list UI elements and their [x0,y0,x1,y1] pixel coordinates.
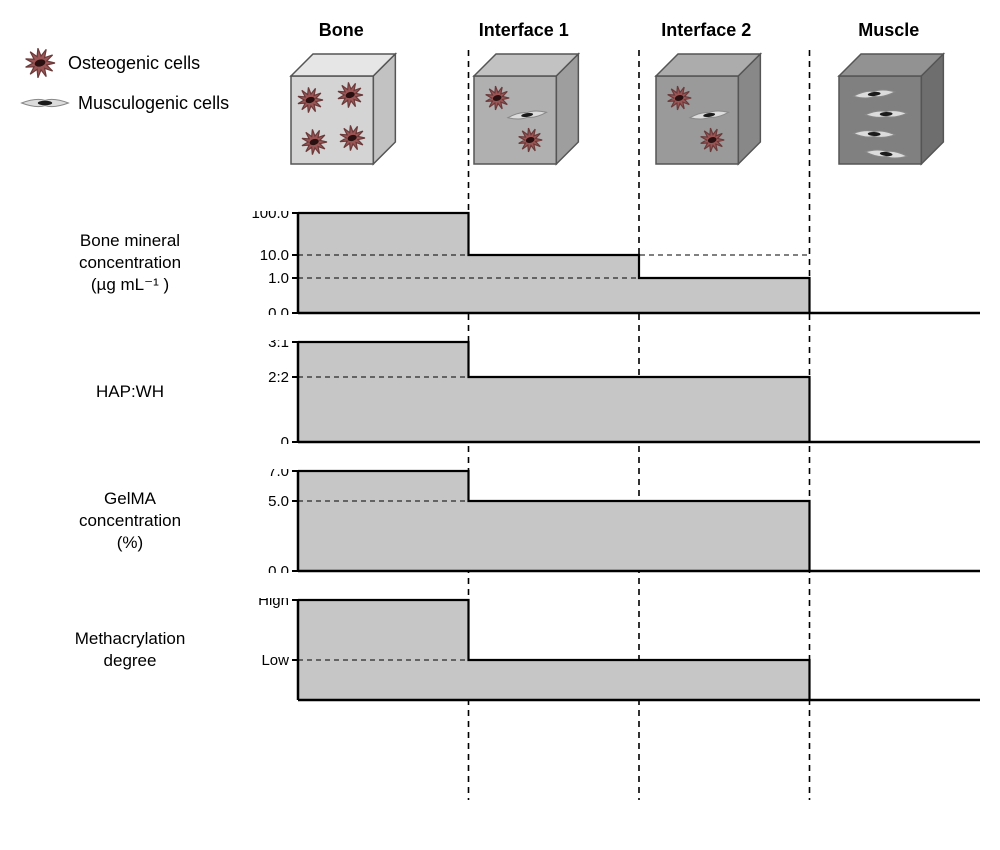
cube-column: Bone [250,20,433,201]
musculogenic-icon [20,91,70,115]
figure-container: Osteogenic cells Musculogenic cells Bone… [20,20,980,702]
chart-body: 100.0 10.0 1.0 0.0 [250,211,980,315]
chart-label: Bone mineralconcentration(µg mL⁻¹ ) [20,230,250,296]
cubes-area: BoneInterface 1Interface 2Muscle [250,20,980,201]
ytick-label: 0.0 [268,305,289,315]
cube-title: Interface 2 [615,20,798,41]
chart-row-bone-mineral: Bone mineralconcentration(µg mL⁻¹ )100.0… [20,211,980,315]
cube-column: Interface 1 [433,20,616,201]
chart-row-gelma: GelMAconcentration(%) 7.0 5.0 0.0 [20,469,980,573]
ytick-label: 1.0 [268,270,289,287]
cube-column: Muscle [798,20,981,201]
ytick-label: 7.0 [268,469,289,480]
cube-title: Interface 1 [433,20,616,41]
legend-label-musculogenic: Musculogenic cells [78,93,229,114]
cube-column: Interface 2 [615,20,798,201]
legend-item-osteogenic: Osteogenic cells [20,45,250,81]
ytick-label: 5.0 [268,493,289,510]
chart-body: High Low [250,598,980,702]
ytick-label: 3:1 [268,340,289,351]
ytick-label: 100.0 [251,211,289,222]
cube-icon [621,46,791,196]
ytick-label: High [258,598,289,609]
osteogenic-icon [20,45,60,81]
cube-icon [804,46,974,196]
chart-label: HAP:WH [20,381,250,403]
step-chart: 3:1 2:2 0 [250,340,980,444]
ytick-label: 2:2 [268,369,289,386]
step-chart: 100.0 10.0 1.0 0.0 [250,211,980,315]
ytick-label: 0 [281,434,289,444]
ytick-label: 0.0 [268,563,289,573]
cube-title: Muscle [798,20,981,41]
cube-title: Bone [250,20,433,41]
chart-row-hap-wh: HAP:WH 3:1 2:2 0 [20,340,980,444]
chart-body: 3:1 2:2 0 [250,340,980,444]
ytick-label: 10.0 [260,247,289,264]
chart-body: 7.0 5.0 0.0 [250,469,980,573]
cube-icon [256,46,426,196]
legend-item-musculogenic: Musculogenic cells [20,91,250,115]
charts-area: Bone mineralconcentration(µg mL⁻¹ )100.0… [20,211,980,702]
legend: Osteogenic cells Musculogenic cells [20,20,250,125]
cube-icon [439,46,609,196]
legend-label-osteogenic: Osteogenic cells [68,53,200,74]
header-row: Osteogenic cells Musculogenic cells Bone… [20,20,980,201]
step-chart: High Low [250,598,980,702]
chart-label: Methacrylationdegree [20,628,250,672]
ytick-label: Low [261,652,289,669]
chart-label: GelMAconcentration(%) [20,488,250,554]
step-chart: 7.0 5.0 0.0 [250,469,980,573]
chart-row-methacrylation: Methacrylationdegree High Low [20,598,980,702]
